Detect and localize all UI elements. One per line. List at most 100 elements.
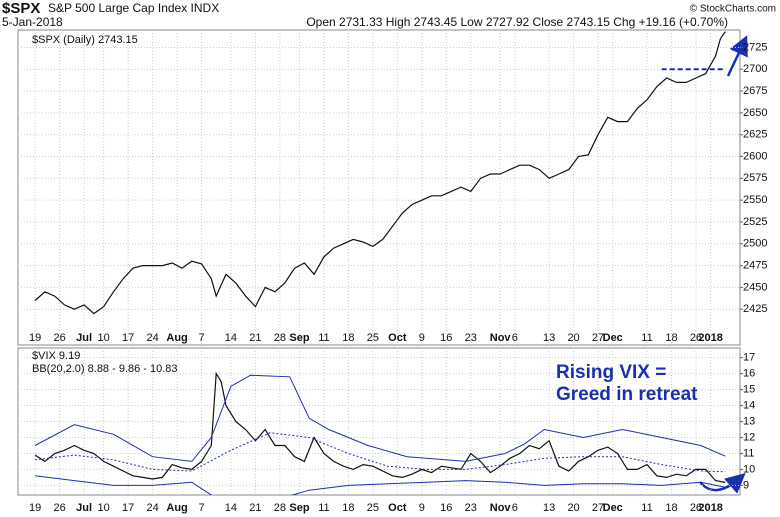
x-tick-label: 2018 xyxy=(698,502,722,514)
x-tick-label: Oct xyxy=(388,332,407,344)
x-tick-label: 24 xyxy=(146,332,158,344)
x-tick-label: 11 xyxy=(641,502,652,514)
series-line xyxy=(35,432,726,473)
annotation: Greed in retreat xyxy=(556,384,698,405)
y-tick-label: 11 xyxy=(743,447,754,459)
y-tick-label: 2600 xyxy=(743,150,767,162)
x-tick-label: 23 xyxy=(465,502,477,514)
x-tick-label: 14 xyxy=(225,502,237,514)
x-tick-label: 11 xyxy=(318,502,329,514)
y-tick-label: 2675 xyxy=(743,85,767,97)
x-tick-label: Sep xyxy=(289,502,309,514)
x-tick-label: 13 xyxy=(543,502,555,514)
x-tick-label: 13 xyxy=(543,332,555,344)
plot-area xyxy=(34,371,726,495)
x-tick-label: 6 xyxy=(512,502,518,514)
x-tick-label: 21 xyxy=(249,502,261,514)
y-tick-label: 2700 xyxy=(743,63,767,75)
x-tick-label: 16 xyxy=(440,332,452,344)
x-tick-label: 26 xyxy=(53,502,65,514)
y-tick-label: 2425 xyxy=(743,303,767,315)
x-tick-label: Nov xyxy=(490,332,512,344)
x-tick-label: 9 xyxy=(419,502,425,514)
y-tick-label: 10 xyxy=(743,463,755,475)
x-tick-label: 25 xyxy=(367,332,379,344)
x-tick-label: 17 xyxy=(122,502,134,514)
y-tick-label: 15 xyxy=(743,383,755,395)
x-tick-label: 18 xyxy=(342,332,354,344)
credit: © StockCharts.com xyxy=(690,4,776,15)
x-tick-label: 11 xyxy=(318,332,329,344)
x-tick-label: 7 xyxy=(198,502,204,514)
x-tick-label: 21 xyxy=(249,332,261,344)
y-tick-label: 2500 xyxy=(743,238,767,250)
x-tick-label: 16 xyxy=(440,502,452,514)
annotation: Rising VIX = xyxy=(556,362,666,383)
x-tick-label: 25 xyxy=(367,502,379,514)
x-tick-label: 18 xyxy=(342,502,354,514)
x-tick-label: Oct xyxy=(388,502,407,514)
x-tick-label: 27 xyxy=(592,502,604,514)
x-tick-label: 14 xyxy=(225,332,237,344)
x-tick-label: 9 xyxy=(419,332,425,344)
panel-frame xyxy=(17,29,741,346)
y-tick-label: 2625 xyxy=(743,129,767,141)
y-tick-label: 12 xyxy=(743,431,755,443)
x-tick-label: 26 xyxy=(690,332,702,344)
arrow xyxy=(699,473,746,494)
x-tick-label: Dec xyxy=(603,332,623,344)
quote: Open 2731.33 High 2743.45 Low 2727.92 Cl… xyxy=(306,15,728,29)
x-tick-label: 11 xyxy=(641,332,652,344)
date: 5-Jan-2018 xyxy=(2,15,63,29)
x-tick-label: 7 xyxy=(198,332,204,344)
x-tick-label: 27 xyxy=(592,332,604,344)
legend-label: $VIX 9.19 xyxy=(32,350,80,362)
series-line xyxy=(35,475,726,495)
x-tick-label: 18 xyxy=(665,502,677,514)
y-tick-label: 2725 xyxy=(743,41,767,53)
series-line xyxy=(34,374,726,462)
x-tick-label: 24 xyxy=(146,502,158,514)
x-tick-label: Jul xyxy=(76,502,92,514)
x-tick-label: Nov xyxy=(490,502,512,514)
x-tick-label: 19 xyxy=(29,502,41,514)
symbol: $SPX xyxy=(2,0,40,17)
x-tick-label: Aug xyxy=(166,332,187,344)
y-tick-label: 16 xyxy=(743,367,755,379)
y-tick-label: 13 xyxy=(743,415,755,427)
legend-label: BB(20,2.0) 8.88 - 9.86 - 10.83 xyxy=(32,363,178,375)
x-tick-label: Dec xyxy=(603,502,623,514)
x-tick-label: 20 xyxy=(567,332,579,344)
x-tick-label: 17 xyxy=(122,332,134,344)
series-line xyxy=(34,31,726,315)
y-tick-label: 9 xyxy=(743,479,749,491)
description: S&P 500 Large Cap Index INDX xyxy=(48,1,219,15)
x-tick-label: 10 xyxy=(98,332,110,344)
y-tick-label: 14 xyxy=(743,399,755,411)
y-tick-label: 2575 xyxy=(743,172,767,184)
x-tick-label: 26 xyxy=(690,502,702,514)
y-tick-label: 17 xyxy=(743,351,755,363)
y-tick-label: 2550 xyxy=(743,194,767,206)
x-tick-label: Sep xyxy=(289,332,309,344)
series-line xyxy=(34,371,726,483)
y-tick-label: 2450 xyxy=(743,281,767,293)
x-tick-label: 6 xyxy=(512,332,518,344)
y-tick-label: 2650 xyxy=(743,107,767,119)
x-tick-label: 20 xyxy=(567,502,579,514)
x-tick-label: 18 xyxy=(665,332,677,344)
x-tick-label: 23 xyxy=(465,332,477,344)
x-tick-label: Jul xyxy=(76,332,92,344)
x-tick-label: Aug xyxy=(166,502,187,514)
y-tick-label: 2475 xyxy=(743,260,767,272)
x-tick-label: 28 xyxy=(274,502,286,514)
plot-area xyxy=(34,31,726,315)
y-tick-label: 2525 xyxy=(743,216,767,228)
x-tick-label: 26 xyxy=(53,332,65,344)
x-tick-label: 28 xyxy=(274,332,286,344)
legend-label: $SPX (Daily) 2743.15 xyxy=(32,34,138,46)
x-tick-label: 10 xyxy=(98,502,110,514)
x-tick-label: 19 xyxy=(29,332,41,344)
x-tick-label: 2018 xyxy=(698,332,722,344)
